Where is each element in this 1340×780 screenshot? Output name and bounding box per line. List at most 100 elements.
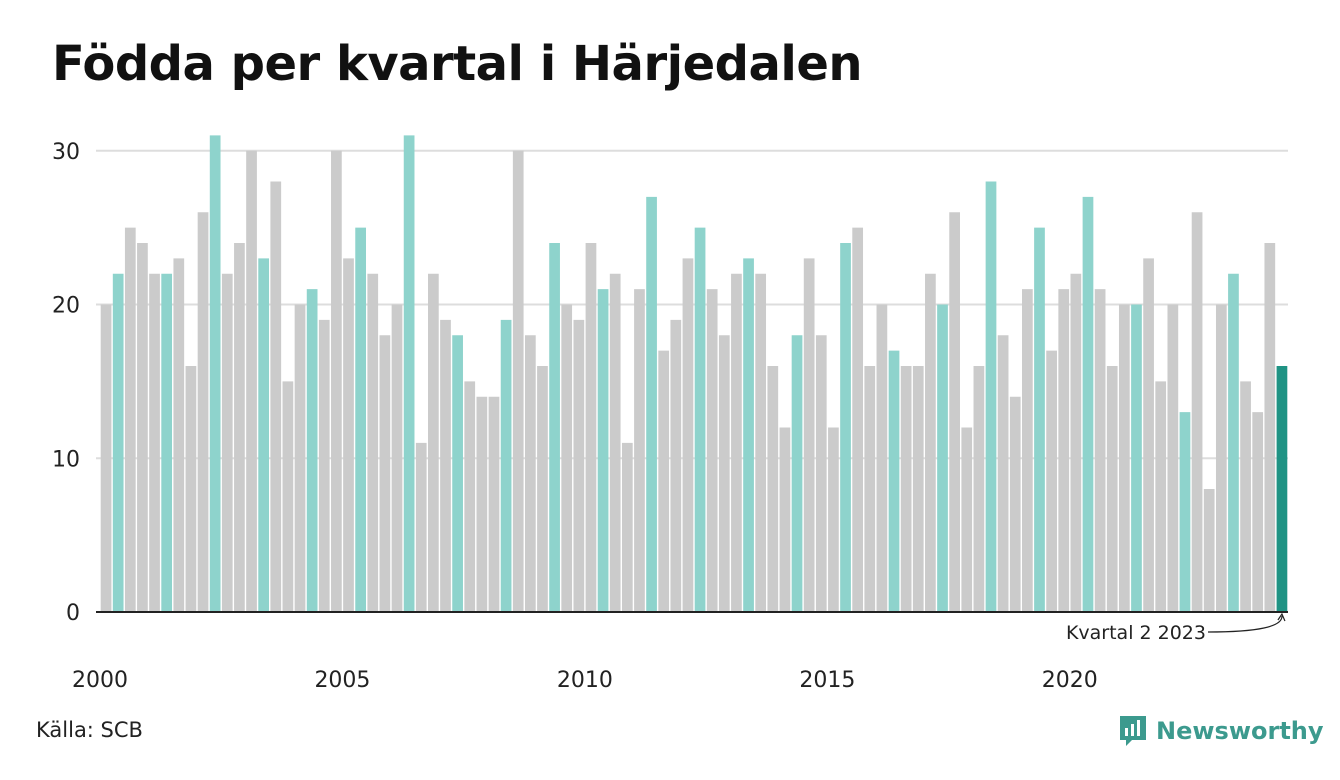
bar [912, 366, 924, 612]
bar [682, 258, 694, 613]
bar [343, 258, 354, 613]
bar [791, 335, 803, 612]
bar [367, 273, 379, 612]
bar [1264, 243, 1276, 612]
bar [161, 273, 173, 612]
bar [318, 319, 330, 613]
bar [864, 366, 876, 612]
bar [549, 243, 560, 612]
bar [476, 396, 488, 612]
bar [1082, 196, 1094, 613]
bar [634, 289, 645, 613]
bar [888, 350, 900, 613]
bar [949, 212, 960, 612]
bar [815, 335, 827, 612]
annotation-arrowhead [1277, 612, 1286, 622]
bar [1058, 289, 1070, 613]
x-tick-label: 2005 [314, 668, 370, 693]
bar [828, 427, 839, 612]
bar [876, 304, 888, 612]
bar [1094, 289, 1106, 613]
x-tick-label: 2010 [557, 668, 613, 693]
bar [925, 273, 936, 612]
bar [112, 273, 124, 612]
bar [173, 258, 185, 613]
axes: 0 10 20 30 2000 2005 2010 2015 2020 [52, 140, 1288, 693]
bar [743, 258, 754, 613]
bar [779, 427, 791, 612]
bar [840, 243, 851, 612]
bar [149, 273, 160, 612]
bar [573, 319, 585, 613]
bar [1276, 366, 1288, 612]
bar [997, 335, 1009, 612]
bar [1022, 289, 1033, 613]
bar [124, 227, 136, 613]
bar [694, 227, 706, 613]
y-tick-label: 20 [52, 294, 80, 319]
y-tick-label: 30 [52, 140, 80, 165]
bar [1155, 381, 1167, 613]
bar [379, 335, 391, 612]
brand-logo[interactable]: Newsworthy [1118, 714, 1324, 748]
bar [755, 273, 767, 612]
bar [197, 212, 209, 612]
bar [1228, 273, 1239, 612]
bar [440, 319, 451, 613]
bar [1046, 350, 1057, 613]
bar [415, 442, 427, 613]
bar [512, 150, 524, 612]
bar [767, 366, 779, 612]
bar [234, 243, 245, 612]
bar [1240, 381, 1251, 613]
y-tick-label: 0 [66, 601, 80, 626]
bar [137, 243, 148, 612]
annotation-label: Kvartal 2 2023 [1066, 622, 1206, 644]
x-tick-label: 2000 [72, 668, 128, 693]
bar [391, 304, 403, 612]
brand-name: Newsworthy [1156, 717, 1324, 745]
bar [597, 289, 609, 613]
bar [561, 304, 573, 612]
bar [1034, 227, 1045, 613]
bar [246, 150, 257, 612]
bar [500, 319, 512, 613]
bar [524, 335, 536, 612]
source-label: Källa: SCB [36, 718, 143, 742]
bar [973, 366, 985, 612]
bar [294, 304, 306, 612]
bar [1106, 366, 1118, 612]
bar [209, 135, 221, 613]
bar [452, 335, 463, 612]
x-tick-label: 2020 [1042, 668, 1098, 693]
bar [1131, 304, 1142, 612]
bar [900, 366, 912, 612]
bar [185, 366, 197, 612]
bar [646, 196, 657, 613]
annotation: Kvartal 2 2023 [1066, 612, 1286, 644]
bar [670, 319, 682, 613]
bar [100, 304, 112, 612]
bar [331, 150, 342, 612]
bars [100, 135, 1288, 613]
bar [1191, 212, 1203, 612]
chart-title: Födda per kvartal i Härjedalen [52, 36, 863, 92]
bar [428, 273, 439, 612]
bar [961, 427, 973, 612]
bar [258, 258, 270, 613]
bar [658, 350, 670, 613]
bar [488, 396, 500, 612]
bar [221, 273, 233, 612]
bar [1118, 304, 1130, 612]
bar [1143, 258, 1154, 613]
bar [1179, 412, 1191, 613]
bar [403, 135, 415, 613]
bar [937, 304, 948, 612]
bar [1070, 273, 1082, 612]
bar [537, 366, 548, 612]
bar [585, 243, 597, 612]
bar [306, 289, 318, 613]
bar [621, 442, 633, 613]
bar [731, 273, 742, 612]
